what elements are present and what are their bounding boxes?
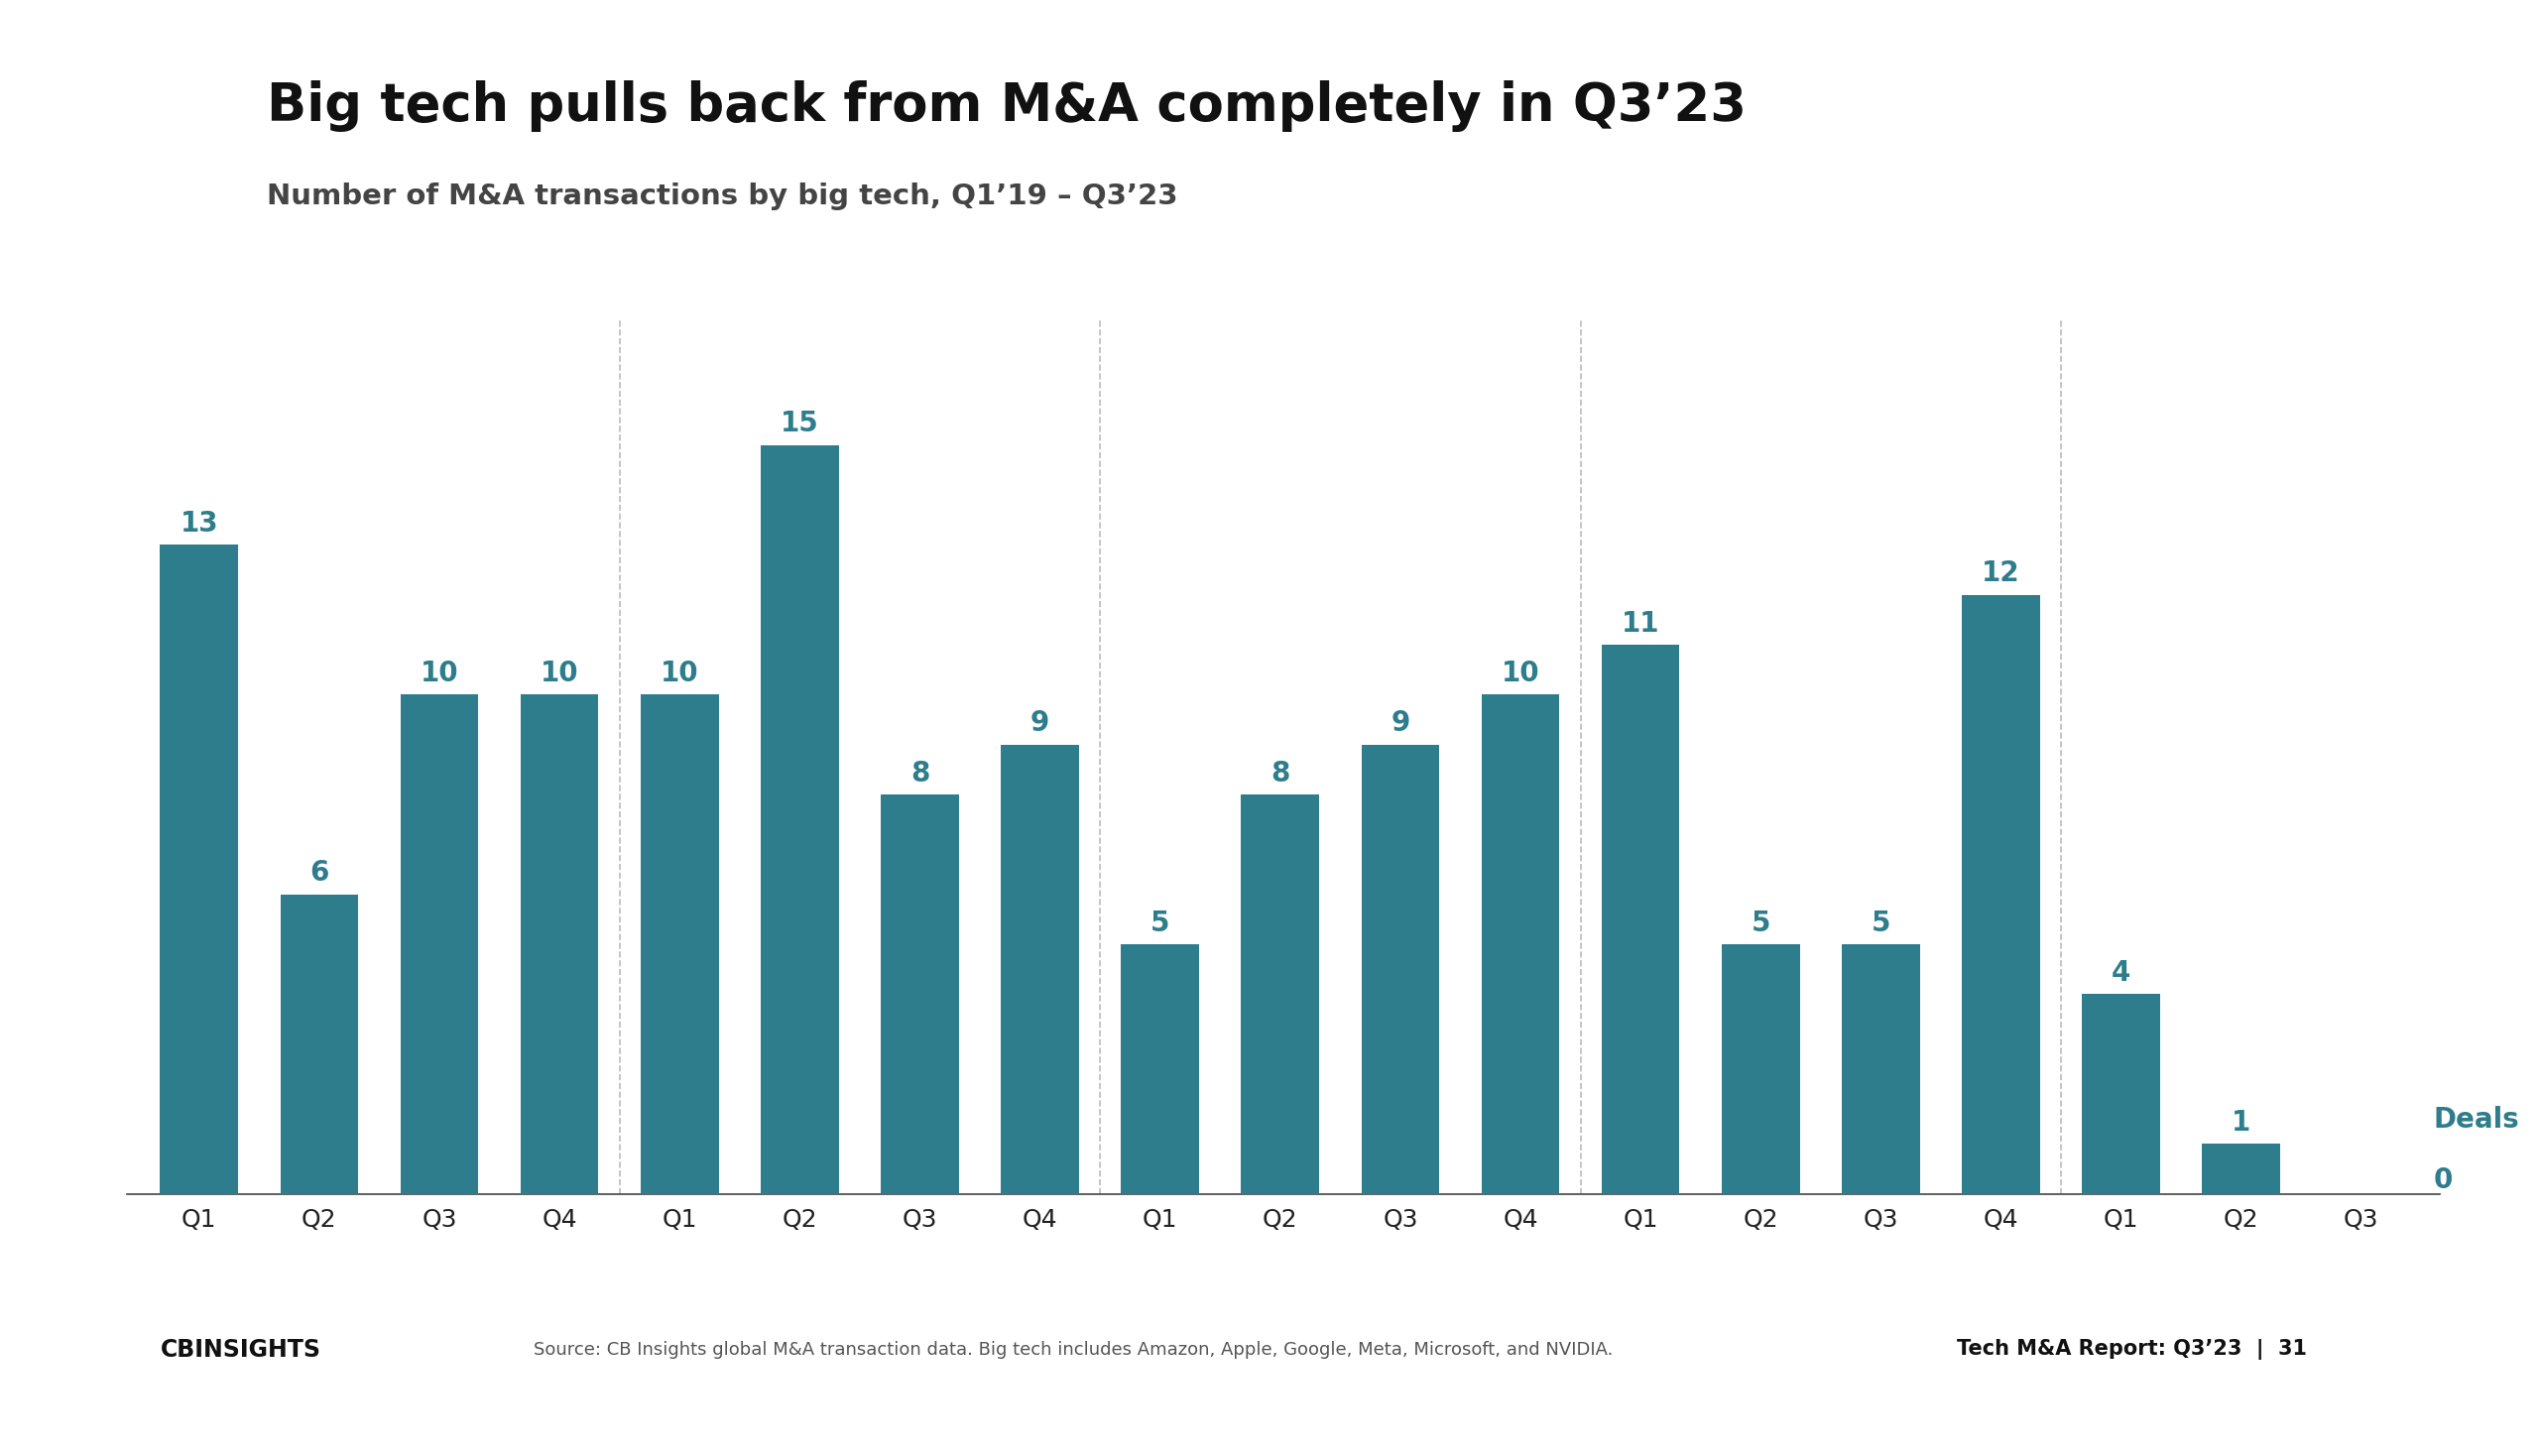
FancyBboxPatch shape bbox=[94, 1322, 117, 1357]
Bar bbox=[1601, 645, 1680, 1194]
Text: 8: 8 bbox=[910, 759, 930, 788]
Text: 11: 11 bbox=[1621, 610, 1659, 638]
Text: Tech M&A Report: Q3’23  |  31: Tech M&A Report: Q3’23 | 31 bbox=[1957, 1340, 2307, 1360]
Bar bbox=[160, 545, 239, 1194]
Text: 5: 5 bbox=[1870, 909, 1891, 936]
Bar bbox=[401, 695, 478, 1194]
FancyBboxPatch shape bbox=[117, 1353, 140, 1388]
Bar bbox=[1481, 695, 1560, 1194]
Text: 0: 0 bbox=[2434, 1166, 2452, 1194]
Bar bbox=[760, 446, 839, 1194]
Bar bbox=[1240, 795, 1319, 1194]
Text: 9: 9 bbox=[1390, 709, 1410, 737]
Text: 1: 1 bbox=[2231, 1108, 2251, 1137]
FancyBboxPatch shape bbox=[107, 138, 168, 211]
Bar bbox=[1962, 596, 2040, 1194]
FancyBboxPatch shape bbox=[165, 138, 226, 211]
Bar bbox=[640, 695, 719, 1194]
Text: Source: CB Insights global M&A transaction data. Big tech includes Amazon, Apple: Source: CB Insights global M&A transacti… bbox=[534, 1341, 1614, 1358]
Text: 12: 12 bbox=[1982, 559, 2020, 587]
Bar bbox=[1723, 945, 1799, 1194]
FancyBboxPatch shape bbox=[165, 73, 226, 146]
Text: 6: 6 bbox=[310, 859, 328, 887]
Text: 8: 8 bbox=[1270, 759, 1291, 788]
Bar bbox=[2203, 1144, 2279, 1194]
Bar bbox=[1001, 744, 1080, 1194]
Bar bbox=[521, 695, 600, 1194]
Bar bbox=[1362, 744, 1438, 1194]
FancyBboxPatch shape bbox=[107, 73, 168, 146]
Bar bbox=[882, 795, 958, 1194]
Text: 9: 9 bbox=[1032, 709, 1049, 737]
Text: CBINSIGHTS: CBINSIGHTS bbox=[160, 1338, 320, 1361]
Text: 10: 10 bbox=[419, 660, 457, 687]
Text: Big tech pulls back from M&A completely in Q3’23: Big tech pulls back from M&A completely … bbox=[267, 80, 1746, 131]
Text: Number of M&A transactions by big tech, Q1’19 – Q3’23: Number of M&A transactions by big tech, … bbox=[267, 182, 1179, 210]
Text: 15: 15 bbox=[780, 409, 818, 438]
Text: 4: 4 bbox=[2112, 960, 2132, 987]
Text: 5: 5 bbox=[1751, 909, 1771, 936]
Bar bbox=[2081, 994, 2160, 1194]
Text: Deals: Deals bbox=[2434, 1107, 2518, 1134]
Text: 10: 10 bbox=[1502, 660, 1540, 687]
Text: 10: 10 bbox=[661, 660, 699, 687]
Text: 5: 5 bbox=[1151, 909, 1169, 936]
FancyBboxPatch shape bbox=[117, 1322, 140, 1357]
Text: 13: 13 bbox=[180, 510, 219, 537]
Bar bbox=[280, 894, 358, 1194]
Bar bbox=[1121, 945, 1199, 1194]
Text: 10: 10 bbox=[541, 660, 579, 687]
FancyBboxPatch shape bbox=[94, 1353, 117, 1388]
Bar bbox=[1842, 945, 1921, 1194]
